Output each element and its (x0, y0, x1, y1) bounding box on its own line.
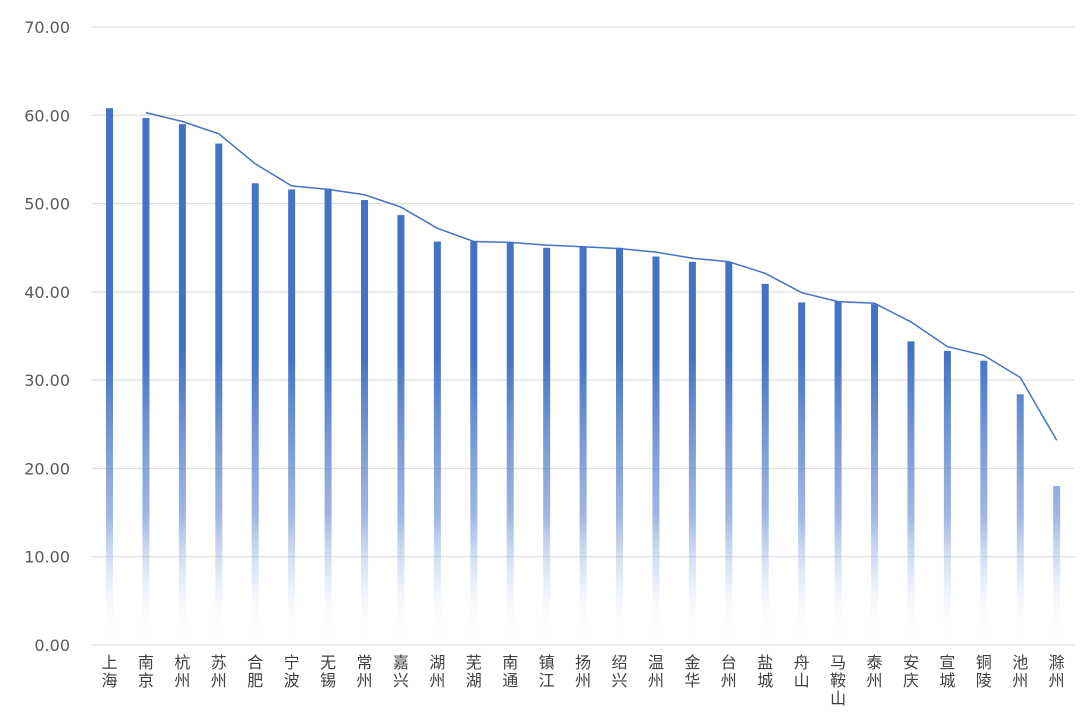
bar-20 (834, 301, 842, 645)
bar-26 (1053, 486, 1061, 645)
x-tick-label-12: 镇江 (539, 653, 555, 690)
x-tick-label-7: 常州 (357, 653, 373, 690)
bar-12 (543, 247, 551, 645)
x-tick-label-22: 安庆 (903, 653, 919, 690)
bar-11 (506, 242, 514, 645)
y-tick-label-2: 20.00 (24, 459, 70, 478)
x-tick-label-5: 宁波 (284, 653, 300, 690)
x-tick-label-26: 滁州 (1049, 653, 1065, 690)
x-axis: 上海南京杭州苏州合肥宁波无锡常州嘉兴湖州芜湖南通镇江扬州绍兴温州金华台州盐城舟山… (101, 653, 1064, 708)
y-tick-label-3: 30.00 (24, 371, 70, 390)
bar-18 (761, 283, 769, 645)
x-tick-label-16: 金华 (684, 653, 700, 690)
y-tick-label-6: 60.00 (24, 106, 70, 125)
bar-0 (106, 108, 113, 646)
x-tick-label-4: 合肥 (247, 653, 263, 690)
bar-23 (943, 351, 951, 645)
bar-19 (798, 302, 806, 645)
bar-13 (579, 246, 587, 645)
line-series (145, 111, 1058, 441)
x-tick-label-21: 泰州 (867, 653, 883, 690)
y-tick-label-0: 0.00 (34, 636, 70, 655)
x-tick-label-0: 上海 (101, 653, 117, 690)
x-tick-label-15: 温州 (648, 653, 664, 690)
x-tick-label-9: 湖州 (429, 653, 445, 690)
bar-series (106, 108, 1061, 646)
x-tick-label-3: 苏州 (211, 653, 227, 690)
bar-14 (616, 247, 624, 645)
x-tick-label-14: 绍兴 (612, 653, 628, 690)
x-tick-label-8: 嘉兴 (393, 653, 409, 690)
bar-6 (324, 188, 332, 645)
x-tick-label-13: 扬州 (575, 653, 591, 690)
bar-24 (980, 360, 988, 645)
x-tick-label-20: 马鞍山 (830, 653, 846, 708)
bar-7 (361, 200, 369, 646)
x-tick-label-25: 池州 (1012, 653, 1028, 690)
bar-16 (688, 261, 696, 645)
bar-10 (470, 241, 478, 645)
trend-line (145, 111, 1058, 441)
x-tick-label-17: 台州 (721, 653, 737, 690)
y-tick-label-4: 40.00 (24, 283, 70, 302)
y-tick-label-7: 70.00 (24, 18, 70, 37)
x-tick-label-11: 南通 (502, 653, 518, 690)
bar-5 (288, 189, 296, 645)
bar-2 (178, 124, 186, 646)
x-tick-label-23: 宣城 (939, 653, 955, 690)
y-axis: 0.00 10.00 20.00 30.00 40.00 50.00 60.00 70.00 (24, 18, 70, 655)
bar-17 (725, 261, 733, 645)
y-tick-label-5: 50.00 (24, 195, 70, 214)
bar-3 (215, 143, 223, 645)
bar-4 (251, 183, 259, 645)
x-tick-label-10: 芜湖 (466, 653, 482, 690)
x-tick-label-1: 南京 (138, 653, 154, 690)
bar-22 (907, 341, 915, 645)
bar-9 (433, 241, 441, 645)
bar-21 (871, 304, 879, 645)
bar-15 (652, 256, 660, 645)
bar-1 (142, 117, 150, 646)
bar-25 (1016, 394, 1024, 645)
x-tick-label-18: 盐城 (757, 653, 773, 690)
y-tick-label-1: 10.00 (24, 548, 70, 567)
x-tick-label-6: 无锡 (320, 653, 336, 690)
x-tick-label-2: 杭州 (174, 653, 190, 690)
bar-8 (397, 215, 405, 645)
x-tick-label-19: 舟山 (794, 653, 810, 690)
x-tick-label-24: 铜陵 (976, 653, 992, 690)
